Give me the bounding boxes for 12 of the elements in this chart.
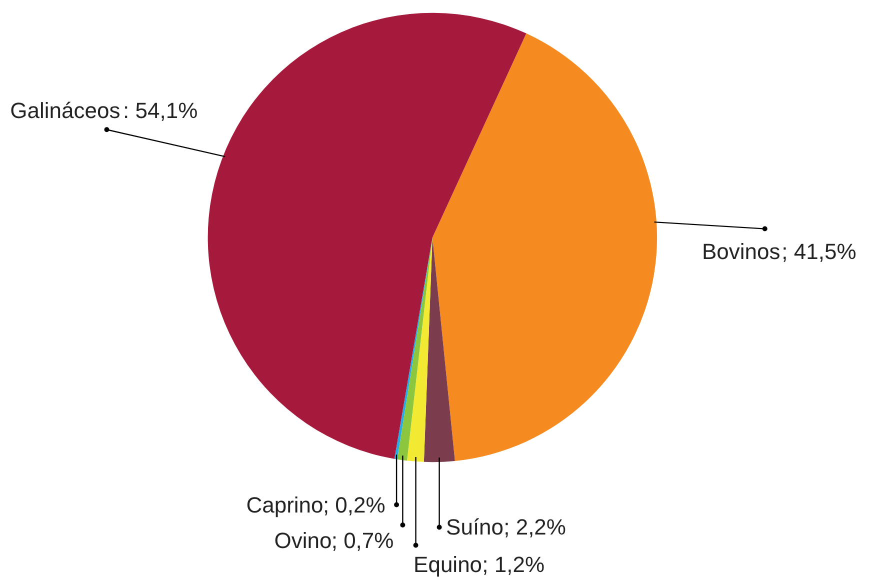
slice-label: Bovinos (702, 238, 780, 264)
slice-label: Suíno (446, 514, 504, 540)
slice-label: Ovino (274, 528, 332, 554)
data-label: ; 2,2% (504, 514, 566, 540)
slice-label: Equino (414, 552, 482, 577)
slice-label: Galináceos (10, 98, 120, 124)
slice-label: Caprino (246, 492, 324, 518)
data-label: ; 41,5% (782, 238, 856, 264)
data-label: ; 0,2% (322, 492, 386, 518)
data-label: : 54,1% (123, 98, 198, 124)
data-label: ; 1,2% (482, 552, 545, 577)
data-label: ; 0,7% (331, 528, 394, 554)
